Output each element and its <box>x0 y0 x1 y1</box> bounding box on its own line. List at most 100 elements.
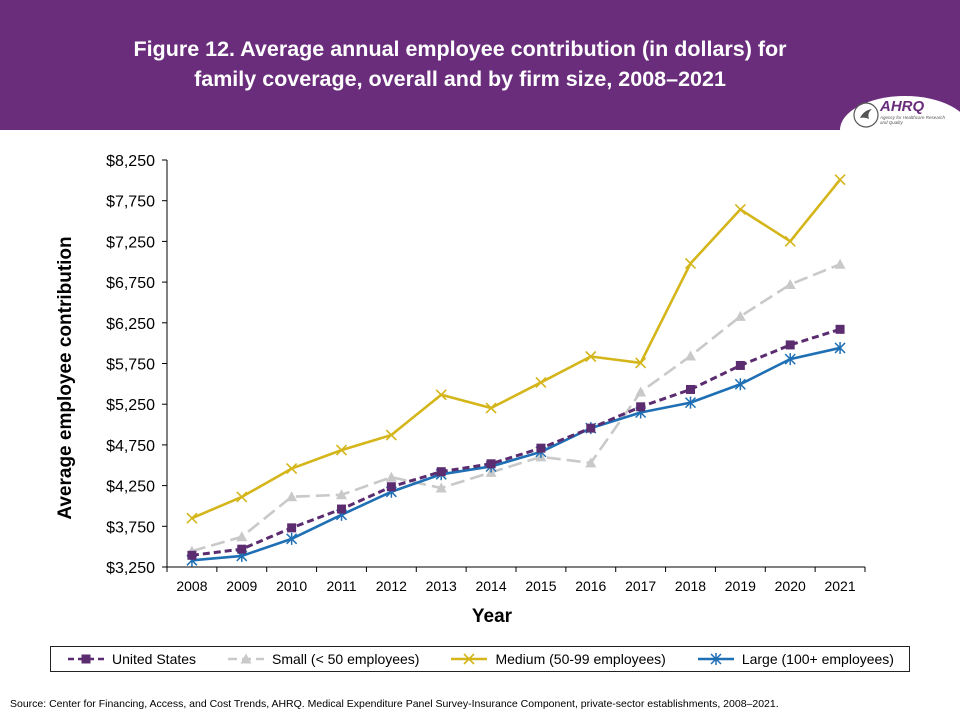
logo-subtitle: Agency for Healthcare Research and Quali… <box>880 115 946 125</box>
header-banner: Figure 12. Average annual employee contr… <box>0 0 960 130</box>
series-layer <box>186 174 846 567</box>
data-point <box>834 174 846 186</box>
legend-swatch <box>228 653 265 664</box>
legend-marker <box>81 654 91 664</box>
x-tick-label: 2016 <box>575 578 606 594</box>
data-point <box>337 504 346 514</box>
data-point <box>236 531 248 542</box>
x-tick-label: 2020 <box>775 578 806 594</box>
data-point <box>286 463 298 475</box>
x-tick-label: 2014 <box>475 578 506 594</box>
y-tick-label: $4,250 <box>106 479 155 496</box>
y-tick-label: $7,250 <box>106 234 155 251</box>
data-point <box>336 489 347 500</box>
data-point <box>684 396 697 409</box>
hhs-eagle-icon <box>853 102 879 128</box>
y-tick-label: $4,750 <box>106 438 155 455</box>
data-point <box>586 423 596 433</box>
data-point <box>735 360 745 370</box>
y-axis-label: Average employee contribution <box>55 236 76 519</box>
series-united <box>187 324 845 560</box>
legend-item: United States <box>66 651 196 667</box>
y-tick-label: $5,750 <box>106 357 155 374</box>
series-line <box>191 346 841 562</box>
data-point <box>435 389 447 401</box>
y-tick-label: $3,250 <box>106 560 155 577</box>
data-point <box>585 457 597 468</box>
data-point <box>536 443 546 453</box>
legend-item: Medium (50-99 employees) <box>449 651 666 667</box>
data-point <box>734 310 746 321</box>
series-small <box>186 258 846 556</box>
y-tick-label: $3,750 <box>106 519 155 536</box>
x-tick-label: 2008 <box>176 578 207 594</box>
data-point <box>636 402 646 412</box>
data-point <box>485 402 497 414</box>
data-point <box>834 341 846 354</box>
data-point <box>436 467 446 477</box>
source-note: Source: Center for Financing, Access, an… <box>10 698 779 710</box>
x-tick-label: 2010 <box>276 578 307 594</box>
legend-label: Medium (50-99 employees) <box>495 651 666 667</box>
legend: United States Small (< 50 employees) Mediu… <box>50 646 910 672</box>
data-point <box>535 376 547 389</box>
series-line <box>191 262 841 553</box>
x-tick-label: 2011 <box>326 578 356 594</box>
data-point <box>286 491 298 502</box>
legend-item: Small (< 50 employees) <box>226 651 419 667</box>
chart-title: Figure 12. Average annual employee contr… <box>133 37 787 91</box>
legend-label: United States <box>111 651 197 667</box>
x-tick-label: 2009 <box>226 578 257 594</box>
data-point <box>734 378 746 391</box>
x-tick-label: 2019 <box>725 578 756 594</box>
series-medium <box>186 174 846 524</box>
data-point <box>386 482 396 492</box>
x-axis-label: Year <box>472 606 513 627</box>
data-point <box>685 350 696 361</box>
x-tick-label: 2017 <box>625 578 656 594</box>
y-tick-label: $8,250 <box>106 153 155 170</box>
data-point <box>784 278 796 289</box>
legend-marker <box>710 653 722 665</box>
data-point <box>785 340 795 350</box>
data-point <box>287 523 297 533</box>
data-point <box>734 203 746 215</box>
data-point <box>686 384 695 394</box>
data-point <box>835 324 845 334</box>
data-point <box>635 357 647 369</box>
x-tick-label: 2018 <box>675 578 706 594</box>
y-tick-label: $7,750 <box>106 194 155 211</box>
data-point <box>585 350 597 363</box>
series-line <box>191 327 841 557</box>
y-tick-label: $5,250 <box>106 397 155 414</box>
data-point <box>784 235 796 247</box>
legend-swatch <box>67 654 104 664</box>
data-point <box>435 482 447 493</box>
ahrq-logo: AHRQ Agency for Healthcare Research and … <box>880 98 950 126</box>
series-line <box>191 178 842 520</box>
legend-swatch <box>697 653 734 665</box>
logo-badge <box>840 96 960 164</box>
y-tick-label: $6,250 <box>106 316 155 333</box>
data-point <box>834 258 846 269</box>
data-point <box>635 386 647 397</box>
y-tick-label: $6,750 <box>106 275 155 292</box>
data-point <box>236 491 248 503</box>
data-point <box>385 429 397 441</box>
line-chart: $3,250 $3,750 $4,250 $4,750 $5,250 $5,750 $6,2… <box>55 153 866 627</box>
legend-item: Large (100+ employees) <box>696 651 894 667</box>
legend-label: Small (< 50 employees) <box>272 651 420 667</box>
y-axis: $3,250 $3,750 $4,250 $4,750 $5,250 $5,750 $6,2… <box>106 153 168 577</box>
data-point <box>237 544 247 554</box>
data-point <box>486 459 496 469</box>
legend-swatch <box>451 653 488 665</box>
series-large <box>186 341 846 567</box>
x-tick-label: 2012 <box>376 578 407 594</box>
data-point <box>186 512 198 524</box>
data-point <box>286 532 298 545</box>
logo-name: AHRQ <box>880 98 925 115</box>
data-point <box>335 444 348 456</box>
data-point <box>684 257 697 270</box>
data-point <box>784 353 796 366</box>
x-tick-label: 2021 <box>824 578 855 594</box>
